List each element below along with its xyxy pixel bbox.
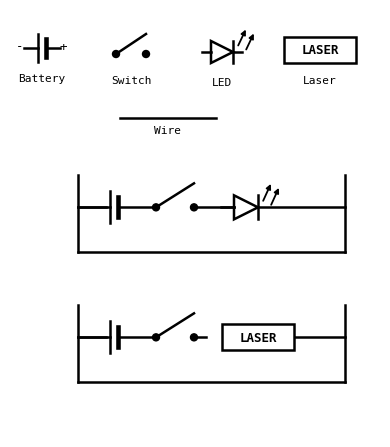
Bar — [222, 325, 294, 350]
Circle shape — [190, 334, 197, 341]
Text: Battery: Battery — [18, 74, 66, 84]
Text: -: - — [16, 41, 24, 54]
Bar — [284, 37, 356, 63]
Text: +: + — [59, 41, 67, 54]
Circle shape — [152, 204, 160, 211]
Circle shape — [152, 334, 160, 341]
Circle shape — [112, 51, 119, 58]
Text: Switch: Switch — [111, 76, 151, 86]
Text: Laser: Laser — [303, 76, 337, 86]
Circle shape — [142, 51, 149, 58]
Circle shape — [190, 204, 197, 211]
Text: Wire: Wire — [154, 126, 181, 136]
Text: LASER: LASER — [301, 45, 339, 58]
Text: LASER: LASER — [239, 332, 277, 345]
Text: LED: LED — [212, 78, 232, 88]
